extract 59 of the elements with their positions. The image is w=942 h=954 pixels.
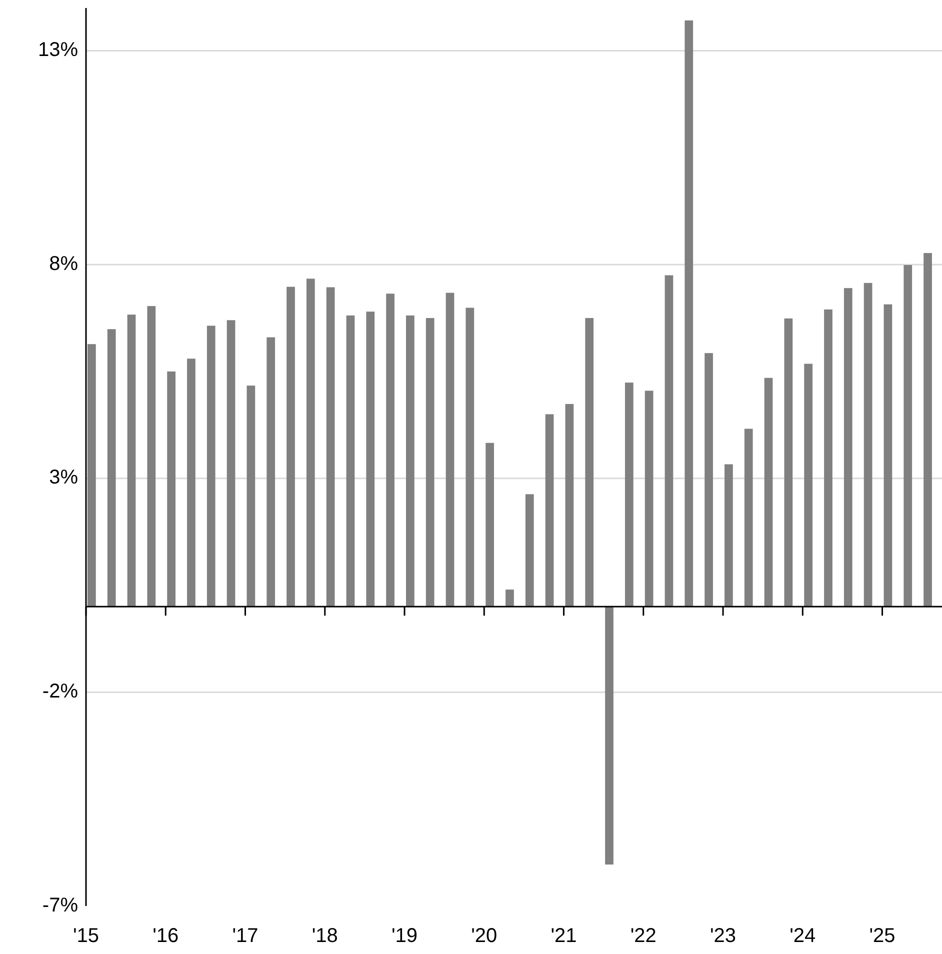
bar — [704, 353, 713, 607]
y-tick-label: 13% — [38, 39, 78, 62]
bar — [585, 318, 594, 607]
x-tick-label: '22 — [630, 925, 656, 947]
bar — [88, 344, 96, 607]
y-tick-label: 8% — [49, 252, 78, 275]
bar — [187, 358, 196, 607]
bar — [684, 20, 694, 607]
x-tick-label: '19 — [391, 925, 418, 947]
bar — [724, 464, 733, 607]
bar — [844, 288, 852, 607]
bar — [326, 287, 335, 607]
bar — [904, 265, 912, 607]
bar — [664, 275, 674, 607]
bar — [446, 292, 454, 607]
x-tick-label: '24 — [790, 925, 816, 947]
bar — [426, 318, 434, 607]
x-tick-label: '16 — [152, 925, 179, 947]
bar — [924, 253, 932, 607]
bar — [884, 304, 892, 607]
bar — [406, 315, 414, 607]
bar — [824, 309, 832, 607]
bar — [525, 494, 534, 607]
bar — [784, 318, 793, 607]
bar — [466, 308, 474, 607]
x-tick-label: '20 — [471, 925, 498, 947]
bar — [366, 312, 375, 607]
bar — [107, 329, 116, 607]
y-tick-label: -7% — [42, 894, 78, 916]
bar — [206, 326, 216, 607]
x-tick-label: '15 — [72, 925, 100, 947]
bar — [804, 364, 813, 607]
x-tick-label: '25 — [869, 925, 896, 947]
bar — [565, 404, 574, 607]
x-tick-label: '17 — [232, 925, 258, 947]
x-tick-label: '18 — [312, 925, 338, 947]
bar — [764, 378, 773, 607]
bar — [644, 390, 654, 607]
bar — [346, 315, 355, 607]
y-tick-label: -2% — [42, 680, 78, 702]
bar — [226, 320, 236, 607]
x-tick-label: '21 — [550, 925, 577, 947]
bar — [545, 414, 554, 607]
bar — [266, 337, 276, 607]
y-tick-label: 3% — [49, 466, 78, 489]
bar — [605, 606, 614, 865]
bar — [486, 442, 494, 607]
x-tick-label: '23 — [710, 925, 736, 947]
bar — [864, 282, 872, 607]
bar — [624, 382, 634, 607]
bar — [246, 386, 256, 607]
bar — [286, 286, 295, 607]
bar — [306, 278, 315, 607]
bar — [127, 314, 136, 607]
bar — [147, 306, 156, 607]
bar — [506, 590, 514, 607]
bar — [167, 371, 176, 607]
bar — [386, 294, 394, 607]
bar — [744, 428, 753, 607]
